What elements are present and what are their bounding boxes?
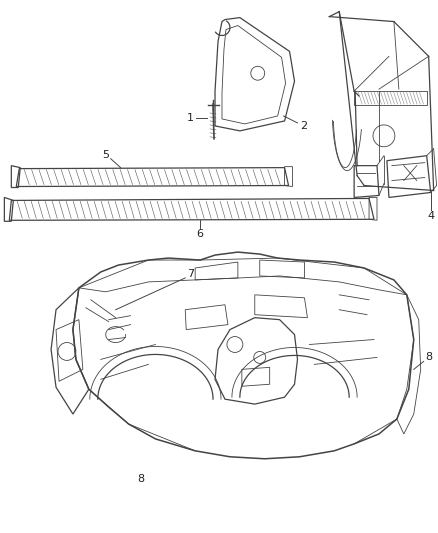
Text: 4: 4 xyxy=(427,211,434,221)
Text: 8: 8 xyxy=(425,352,432,362)
Text: 2: 2 xyxy=(300,121,307,131)
Text: 1: 1 xyxy=(187,113,194,123)
Text: 5: 5 xyxy=(102,150,109,160)
Text: 7: 7 xyxy=(187,269,194,279)
Text: 6: 6 xyxy=(197,229,204,239)
Text: 8: 8 xyxy=(137,474,144,483)
